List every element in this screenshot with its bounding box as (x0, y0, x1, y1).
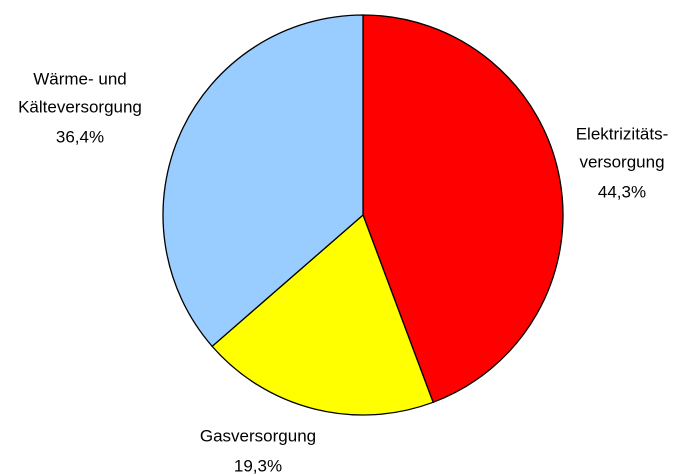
pie-slice (162, 14, 364, 348)
pie-slice (362, 14, 564, 404)
slice-label: Elektrizitäts- (576, 124, 669, 143)
slice-label: versorgung (579, 152, 664, 171)
slice-label: Wärme- und (33, 69, 127, 88)
pie-slice (211, 213, 434, 416)
value-label: 44,3% (598, 182, 646, 201)
value-label: 36,4% (56, 127, 104, 146)
slice-label: Gasversorgung (200, 426, 316, 445)
value-label: 19,3% (234, 456, 282, 475)
slice-label: Kälteversorgung (18, 97, 142, 116)
